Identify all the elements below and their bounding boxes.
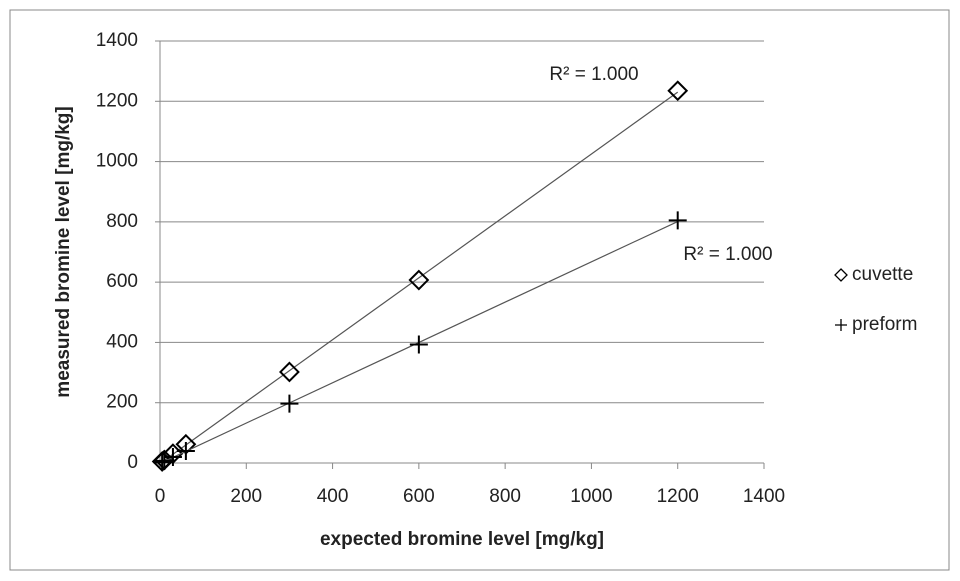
marker-plus <box>280 394 299 413</box>
y-tick-label: 1000 <box>96 151 138 172</box>
chart-border <box>9 9 950 571</box>
x-tick-label: 200 <box>230 486 262 507</box>
y-tick-label: 600 <box>106 271 138 292</box>
trendline <box>161 91 679 463</box>
x-tick-label: 400 <box>317 486 349 507</box>
x-axis-label: expected bromine level [mg/kg] <box>320 529 604 550</box>
y-tick-label: 1400 <box>96 30 138 51</box>
marker-plus <box>155 451 174 470</box>
marker-plus <box>163 447 182 466</box>
marker-diamond <box>408 269 430 291</box>
legend-label: preform <box>852 314 917 335</box>
marker-plus <box>153 453 172 472</box>
marker-plus <box>835 319 847 331</box>
marker-plus <box>409 335 428 354</box>
legend-label: cuvette <box>852 264 913 285</box>
annotation: R² = 1.000 <box>549 64 638 85</box>
x-tick-label: 1000 <box>570 486 612 507</box>
y-axis-label: measured bromine level [mg/kg] <box>53 106 74 397</box>
y-tick-label: 1200 <box>96 90 138 111</box>
y-tick-label: 800 <box>106 211 138 232</box>
marker-plus <box>668 211 687 230</box>
y-tick-label: 400 <box>106 331 138 352</box>
marker-diamond <box>834 268 848 282</box>
x-tick-label: 800 <box>489 486 521 507</box>
x-tick-label: 1200 <box>657 486 699 507</box>
trendline <box>161 220 678 463</box>
x-tick-label: 600 <box>403 486 435 507</box>
marker-plus <box>176 441 195 460</box>
x-tick-label: 0 <box>155 486 166 507</box>
y-tick-label: 200 <box>106 392 138 413</box>
y-tick-label: 0 <box>127 452 138 473</box>
marker-diamond <box>667 80 689 102</box>
x-tick-label: 1400 <box>743 486 785 507</box>
annotation: R² = 1.000 <box>683 244 772 265</box>
marker-diamond <box>279 361 300 383</box>
